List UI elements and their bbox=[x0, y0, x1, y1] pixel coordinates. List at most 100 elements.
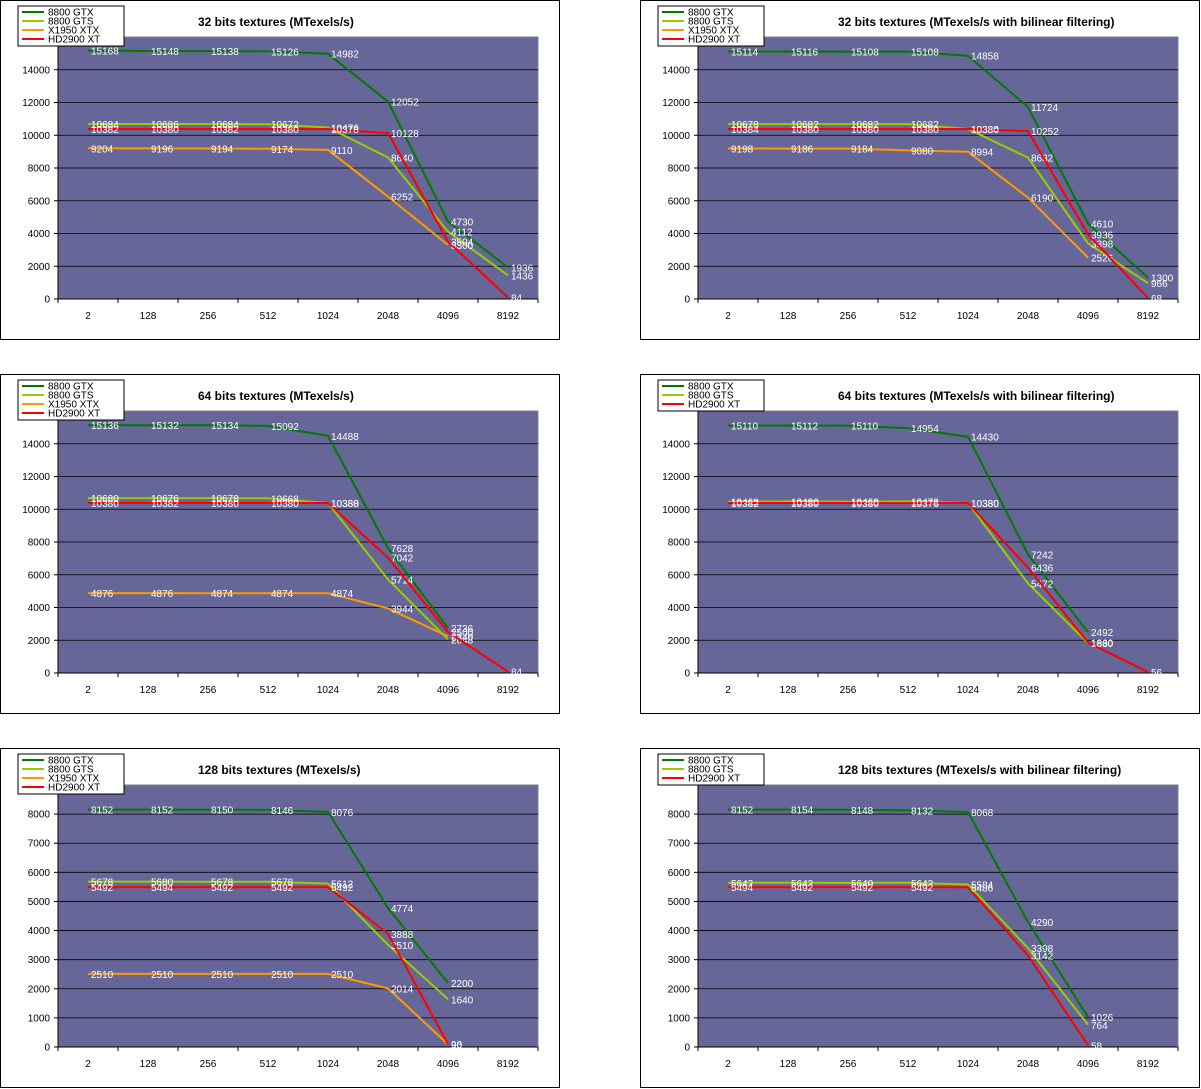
data-label: 90 bbox=[451, 1040, 463, 1051]
x-tick-label: 2 bbox=[85, 1059, 91, 1070]
legend-label: 8800 GTS bbox=[688, 765, 734, 776]
y-tick-label: 2000 bbox=[668, 984, 691, 995]
data-label: 15116 bbox=[791, 47, 819, 58]
series-line-8800-gts bbox=[87, 497, 449, 641]
y-tick-label: 12000 bbox=[22, 472, 50, 483]
data-label: 2510 bbox=[211, 970, 234, 981]
legend-label: 8800 GTX bbox=[48, 382, 94, 393]
x-tick-label: 512 bbox=[260, 1059, 277, 1070]
data-label: 15168 bbox=[91, 47, 119, 58]
x-tick-label: 1024 bbox=[957, 311, 980, 322]
chart-title: 32 bits textures (MTexels/s with bilinea… bbox=[838, 15, 1115, 29]
data-label: 4290 bbox=[1031, 918, 1054, 929]
data-label: 15134 bbox=[211, 421, 239, 432]
y-tick-label: 10000 bbox=[22, 505, 50, 516]
data-label: 4112 bbox=[451, 228, 473, 239]
data-label: 7042 bbox=[391, 554, 414, 565]
x-tick-label: 256 bbox=[200, 311, 217, 322]
y-tick-label: 6000 bbox=[28, 196, 51, 207]
x-tick-label: 128 bbox=[140, 1059, 157, 1070]
data-label: 7628 bbox=[391, 544, 414, 555]
data-label: 10380 bbox=[91, 499, 119, 510]
data-label: 4730 bbox=[451, 218, 474, 229]
chart-64bit-bilinear: 0 2000 4000 6000 8000 10000 12000 14000 2 128 256 5… bbox=[657, 379, 1179, 696]
data-label: 1640 bbox=[451, 995, 474, 1006]
legend-label: 8800 GTS bbox=[688, 17, 734, 28]
data-label: 8146 bbox=[271, 806, 294, 817]
x-tick-label: 8192 bbox=[1137, 311, 1160, 322]
data-label: 10676 bbox=[151, 494, 179, 505]
x-tick-label: 1024 bbox=[317, 311, 340, 322]
data-label: 5492 bbox=[211, 883, 234, 894]
data-label: 10380 bbox=[851, 499, 879, 510]
data-label: 2510 bbox=[331, 970, 354, 981]
x-tick-label: 8192 bbox=[1137, 1059, 1160, 1070]
y-tick-label: 10000 bbox=[662, 505, 690, 516]
legend-label: 8800 GTS bbox=[688, 391, 734, 402]
y-tick-label: 2000 bbox=[28, 984, 51, 995]
data-label: 15108 bbox=[911, 48, 939, 59]
y-tick-label: 5000 bbox=[668, 897, 691, 908]
data-label: 9196 bbox=[151, 144, 174, 155]
y-tick-label: 4000 bbox=[28, 603, 51, 614]
y-tick-label: 2000 bbox=[28, 262, 51, 273]
y-tick-label: 0 bbox=[684, 669, 690, 680]
data-label: 58 bbox=[1091, 1041, 1103, 1052]
chart-panel-1: 0 2000 4000 6000 8000 10000 12000 14000 2 128 256 5… bbox=[640, 0, 1200, 340]
legend-label: 8800 GTS bbox=[48, 765, 94, 776]
y-tick-label: 0 bbox=[44, 295, 50, 306]
series-line-8800-gts bbox=[87, 123, 509, 277]
series-line-8800-gtx bbox=[727, 50, 1149, 279]
data-label: 10380 bbox=[791, 125, 819, 136]
chart-panel-5: 0 1000 2000 3000 4000 5000 6000 7000 8000 2 128 256… bbox=[640, 748, 1200, 1088]
x-tick-label: 1024 bbox=[957, 1059, 980, 1070]
y-tick-label: 14000 bbox=[662, 65, 690, 76]
data-label: 10382 bbox=[211, 125, 239, 136]
data-label: 8152 bbox=[91, 806, 114, 817]
legend-label: HD2900 XT bbox=[688, 400, 740, 411]
data-label: 9174 bbox=[271, 145, 294, 156]
data-label: 10382 bbox=[151, 499, 179, 510]
data-label: 10682 bbox=[851, 120, 879, 131]
x-tick-label: 256 bbox=[200, 1059, 217, 1070]
y-tick-label: 6000 bbox=[668, 196, 691, 207]
x-tick-label: 128 bbox=[780, 1059, 797, 1070]
y-tick-label: 4000 bbox=[28, 229, 51, 240]
x-tick-label: 2 bbox=[725, 685, 731, 696]
data-label: 8154 bbox=[791, 806, 814, 817]
data-label: 15148 bbox=[151, 47, 179, 58]
data-label: 2200 bbox=[451, 979, 474, 990]
y-tick-label: 3000 bbox=[28, 955, 51, 966]
y-tick-label: 6000 bbox=[668, 868, 691, 879]
chart-panel-4: 0 1000 2000 3000 4000 5000 6000 7000 8000 2 128 256… bbox=[0, 748, 560, 1088]
y-tick-label: 14000 bbox=[22, 439, 50, 450]
x-tick-label: 4096 bbox=[437, 311, 460, 322]
legend-label: X1950 XTX bbox=[48, 774, 99, 785]
data-label: 3300 bbox=[451, 241, 474, 252]
data-label: 2510 bbox=[151, 970, 174, 981]
x-tick-label: 8192 bbox=[497, 1059, 520, 1070]
data-label: 5642 bbox=[731, 879, 754, 890]
data-label: 1026 bbox=[1091, 1013, 1114, 1024]
x-tick-label: 512 bbox=[260, 311, 277, 322]
data-label: 68 bbox=[1151, 294, 1163, 305]
x-tick-label: 2048 bbox=[1017, 685, 1040, 696]
data-label: 10252 bbox=[1031, 127, 1059, 138]
plot-area bbox=[57, 784, 539, 1048]
data-label: 3142 bbox=[1031, 952, 1054, 963]
y-tick-label: 8000 bbox=[668, 810, 691, 821]
chart-panel-2: 0 2000 4000 6000 8000 10000 12000 14000 2 128 256 5… bbox=[0, 374, 560, 714]
y-tick-label: 0 bbox=[684, 295, 690, 306]
data-label: 10384 bbox=[731, 125, 759, 136]
x-tick-label: 2 bbox=[85, 311, 91, 322]
x-tick-label: 2048 bbox=[377, 1059, 400, 1070]
data-label: 14488 bbox=[331, 432, 359, 443]
y-tick-label: 7000 bbox=[28, 839, 51, 850]
y-tick-label: 3000 bbox=[668, 955, 691, 966]
data-label: 15092 bbox=[271, 422, 299, 433]
data-label: 10672 bbox=[271, 120, 299, 131]
chart-panel-0: 0 2000 4000 6000 8000 10000 12000 14000 2 128 256 5… bbox=[0, 0, 560, 340]
x-tick-label: 8192 bbox=[497, 311, 520, 322]
chart-panel-3: 0 2000 4000 6000 8000 10000 12000 14000 2 128 256 5… bbox=[640, 374, 1200, 714]
series-line-8800-gts bbox=[728, 881, 1089, 1026]
